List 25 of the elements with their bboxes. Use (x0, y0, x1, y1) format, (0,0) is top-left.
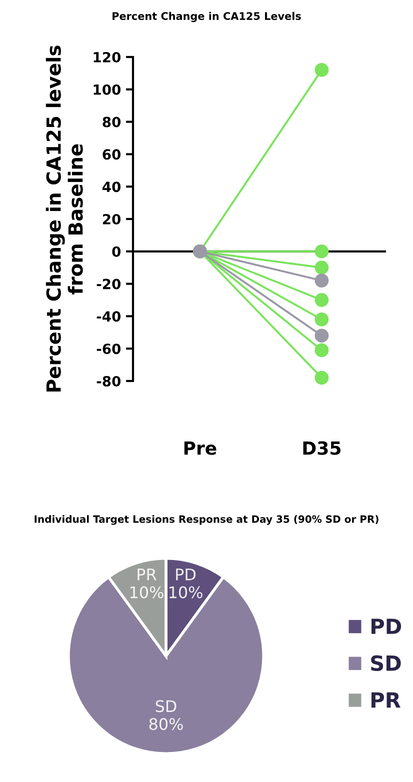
legend-label: PD (371, 618, 402, 634)
y-tick-label: -20 (96, 278, 121, 290)
y-tick-label: -40 (96, 311, 121, 322)
y-tick-label: 80 (102, 116, 121, 128)
x-tick-label: Pre (184, 441, 216, 455)
y-axis-title: Percent Change in CA125 levels from Baseline (46, 46, 83, 392)
data-label: 10% (170, 586, 202, 598)
chart-title: Percent Change in CA125 Levels (112, 12, 301, 22)
y-tick-label: -60 (96, 344, 121, 354)
y-tick-label: -80 (96, 376, 121, 386)
y-tick-label: 60 (102, 149, 121, 160)
data-label: 80% (149, 718, 183, 730)
y-tick-label: 20 (102, 214, 121, 224)
x-tick-label: D35 (303, 441, 340, 455)
legend-label: SD (371, 655, 401, 672)
chart-title: Individual Target Lesions Response at Day 35 (90% SD or PR) (34, 515, 378, 525)
data-label: 10% (130, 586, 164, 598)
y-tick-label: 0 (112, 246, 121, 257)
y-tick-label: 100 (94, 84, 121, 95)
slice-label: SD (156, 700, 176, 712)
slice-label: PR (138, 568, 156, 580)
legend-label: PR (371, 692, 400, 708)
slice-label: PD (176, 568, 196, 580)
y-tick-label: 40 (102, 182, 121, 192)
y-tick-label: 120 (94, 52, 121, 62)
